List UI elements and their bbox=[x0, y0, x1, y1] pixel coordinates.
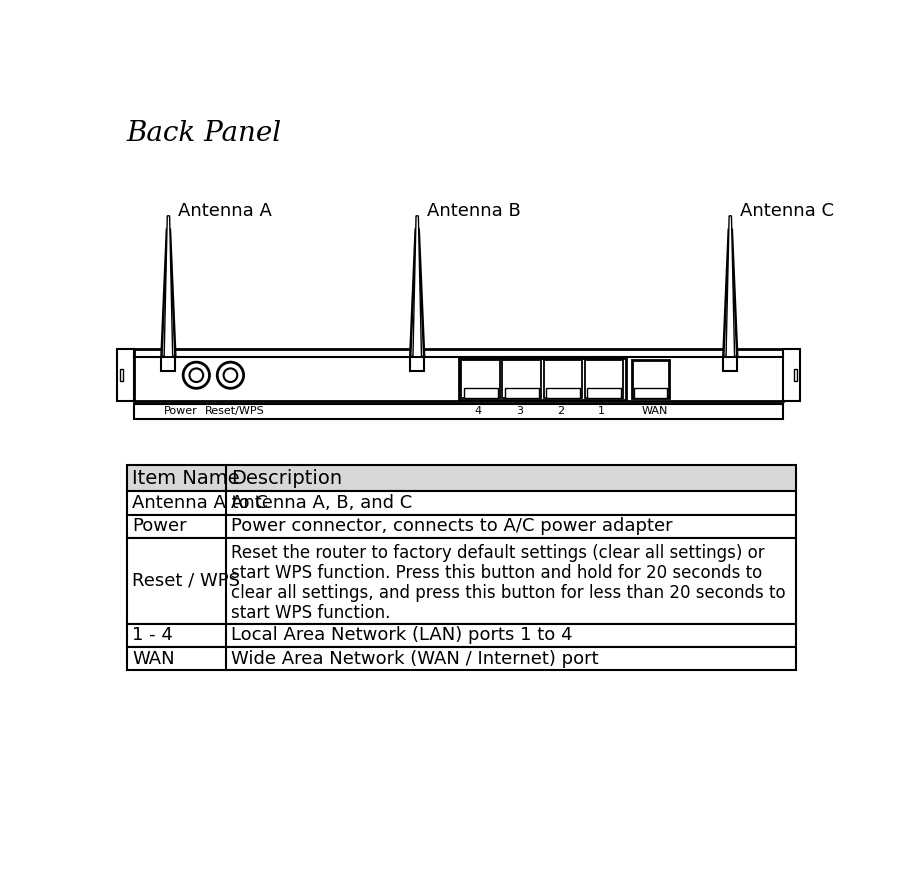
Bar bbox=[134, 403, 783, 419]
Polygon shape bbox=[161, 230, 176, 357]
Text: Antenna C: Antenna C bbox=[741, 203, 834, 220]
Bar bbox=[585, 359, 623, 398]
Text: Wide Area Network (WAN / Internet) port: Wide Area Network (WAN / Internet) port bbox=[231, 649, 599, 668]
Text: start WPS function.: start WPS function. bbox=[231, 604, 390, 622]
Bar bbox=[126, 492, 796, 515]
Text: WAN: WAN bbox=[642, 406, 669, 417]
Text: 4: 4 bbox=[475, 406, 482, 417]
Text: 3: 3 bbox=[516, 406, 523, 417]
Circle shape bbox=[189, 368, 204, 382]
Bar bbox=[632, 359, 669, 398]
Bar bbox=[505, 389, 539, 398]
Bar bbox=[126, 537, 796, 624]
Bar bbox=[126, 647, 796, 670]
Text: Antenna A to C: Antenna A to C bbox=[132, 494, 268, 512]
Text: Power: Power bbox=[132, 517, 187, 535]
Text: Reset/WPS: Reset/WPS bbox=[205, 406, 264, 417]
Bar bbox=[126, 464, 796, 492]
Polygon shape bbox=[726, 216, 734, 357]
Bar bbox=[634, 389, 667, 398]
Text: WAN: WAN bbox=[132, 649, 175, 668]
Text: Reset / WPS: Reset / WPS bbox=[132, 572, 240, 589]
Bar bbox=[134, 349, 783, 402]
Bar bbox=[794, 369, 797, 381]
Text: start WPS function. Press this button and hold for 20 seconds to: start WPS function. Press this button an… bbox=[231, 564, 762, 582]
Bar bbox=[117, 349, 134, 402]
Bar bbox=[126, 624, 796, 647]
Circle shape bbox=[217, 362, 243, 389]
Polygon shape bbox=[410, 230, 424, 357]
Text: Power: Power bbox=[164, 406, 197, 417]
Bar bbox=[161, 357, 176, 371]
Polygon shape bbox=[413, 216, 422, 357]
Text: 1: 1 bbox=[598, 406, 605, 417]
Text: Local Area Network (LAN) ports 1 to 4: Local Area Network (LAN) ports 1 to 4 bbox=[231, 626, 573, 645]
Text: Antenna A: Antenna A bbox=[178, 203, 272, 220]
Text: Antenna B: Antenna B bbox=[427, 203, 521, 220]
Bar bbox=[126, 515, 796, 537]
Text: Antenna A, B, and C: Antenna A, B, and C bbox=[231, 494, 413, 512]
Polygon shape bbox=[724, 230, 737, 357]
Bar bbox=[121, 369, 123, 381]
Bar bbox=[546, 389, 580, 398]
Bar bbox=[461, 359, 500, 398]
Text: Reset the router to factory default settings (clear all settings) or: Reset the router to factory default sett… bbox=[231, 544, 765, 562]
Text: clear all settings, and press this button for less than 20 seconds to: clear all settings, and press this butto… bbox=[231, 584, 786, 602]
Bar bbox=[503, 359, 542, 398]
Text: 2: 2 bbox=[557, 406, 564, 417]
Text: Description: Description bbox=[231, 469, 342, 487]
Bar bbox=[410, 357, 424, 371]
Bar bbox=[587, 389, 621, 398]
Circle shape bbox=[223, 368, 237, 382]
Bar bbox=[459, 359, 625, 400]
Bar bbox=[783, 349, 800, 402]
Bar bbox=[724, 357, 737, 371]
Bar bbox=[464, 389, 497, 398]
Text: 1 - 4: 1 - 4 bbox=[132, 626, 173, 645]
Bar bbox=[543, 359, 582, 398]
Polygon shape bbox=[164, 216, 173, 357]
Circle shape bbox=[183, 362, 210, 389]
Text: Power connector, connects to A/C power adapter: Power connector, connects to A/C power a… bbox=[231, 517, 673, 535]
Text: Item Name: Item Name bbox=[132, 469, 240, 487]
Text: Back Panel: Back Panel bbox=[126, 121, 282, 147]
